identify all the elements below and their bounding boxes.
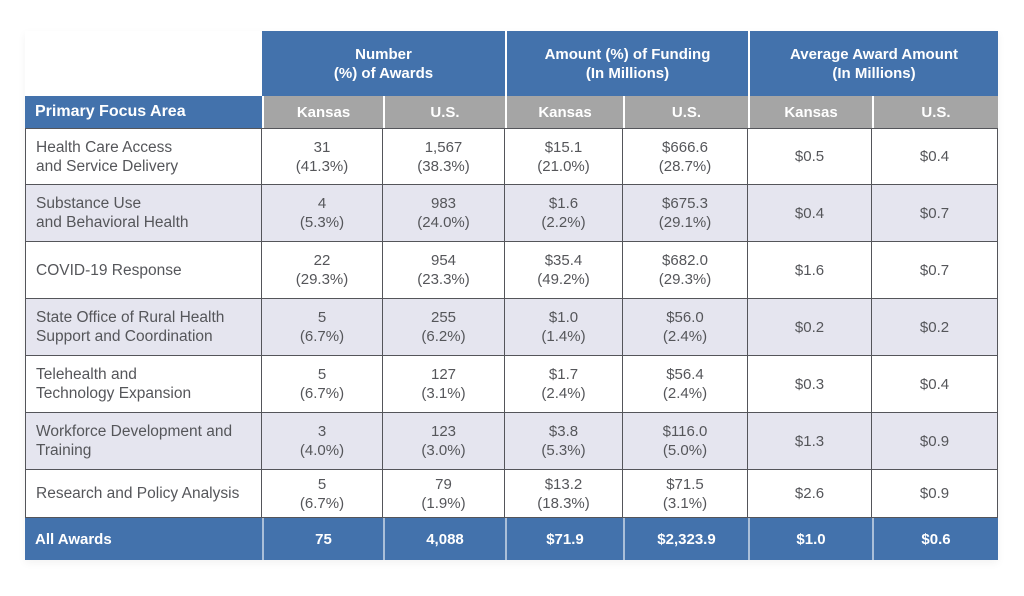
row-label: Telehealth and Technology Expansion bbox=[25, 356, 262, 413]
table-cell: $0.4 bbox=[748, 185, 872, 242]
table-cell: $0.4 bbox=[872, 128, 998, 185]
table-cell: 5 (6.7%) bbox=[262, 299, 383, 356]
table-cell: 22 (29.3%) bbox=[262, 242, 383, 299]
row-label: Workforce Development and Training bbox=[25, 413, 262, 470]
row-label: Research and Policy Analysis bbox=[25, 470, 262, 518]
subheader-average-kansas: Kansas bbox=[748, 96, 872, 128]
table-row: Research and Policy Analysis 5 (6.7%) 79(… bbox=[25, 470, 998, 518]
footer-cell: $1.0 bbox=[748, 518, 872, 560]
table-cell: 255 (6.2%) bbox=[383, 299, 505, 356]
awards-summary-table: Number (%) of Awards Amount (%) of Fundi… bbox=[25, 31, 998, 560]
table-cell: $0.5 bbox=[748, 128, 872, 185]
table-cell: $35.4 (49.2%) bbox=[505, 242, 623, 299]
table-cell: $71.5 (3.1%) bbox=[623, 470, 748, 518]
table-cell: 954 (23.3%) bbox=[383, 242, 505, 299]
table-row: Telehealth and Technology Expansion 5 (6.… bbox=[25, 356, 998, 413]
footer-cell: 75 bbox=[262, 518, 383, 560]
table-cell: $116.0 (5.0%) bbox=[623, 413, 748, 470]
table-cell: $0.9 bbox=[872, 470, 998, 518]
table-row: Workforce Development and Training 3 (4.0… bbox=[25, 413, 998, 470]
row-label: Health Care Access and Service Delivery bbox=[25, 128, 262, 185]
table-row: Health Care Access and Service Delivery … bbox=[25, 128, 998, 185]
row-label: Substance Use and Behavioral Health bbox=[25, 185, 262, 242]
table-cell: $56.4 (2.4%) bbox=[623, 356, 748, 413]
subheader-awards-kansas: Kansas bbox=[262, 96, 383, 128]
table-cell: $682.0 (29.3%) bbox=[623, 242, 748, 299]
subheader-awards-us: U.S. bbox=[383, 96, 505, 128]
table-cell: 3 (4.0%) bbox=[262, 413, 383, 470]
table-cell: $0.9 bbox=[872, 413, 998, 470]
table-cell: 4 (5.3%) bbox=[262, 185, 383, 242]
row-label: State Office of Rural Health Support and… bbox=[25, 299, 262, 356]
subheader-average-us: U.S. bbox=[872, 96, 998, 128]
table-cell: 5 (6.7%) bbox=[262, 470, 383, 518]
table-cell: $0.2 bbox=[872, 299, 998, 356]
table-cell: 5 (6.7%) bbox=[262, 356, 383, 413]
footer-cell: 4,088 bbox=[383, 518, 505, 560]
table-cell: $675.3 (29.1%) bbox=[623, 185, 748, 242]
table-cell: $2.6 bbox=[748, 470, 872, 518]
footer-cell: $2,323.9 bbox=[623, 518, 748, 560]
table-body: Health Care Access and Service Delivery … bbox=[25, 128, 998, 518]
table-cell: $0.4 bbox=[872, 356, 998, 413]
table-cell: 127 (3.1%) bbox=[383, 356, 505, 413]
table-cell: $1.7 (2.4%) bbox=[505, 356, 623, 413]
table-cell: $1.6 bbox=[748, 242, 872, 299]
footer-cell: $71.9 bbox=[505, 518, 623, 560]
subheader-funding-us: U.S. bbox=[623, 96, 748, 128]
table-cell: $0.3 bbox=[748, 356, 872, 413]
table-cell: $1.6 (2.2%) bbox=[505, 185, 623, 242]
group-header-average-award-amount: Average Award Amount (In Millions) bbox=[748, 31, 998, 96]
column-group-header-row: Number (%) of Awards Amount (%) of Fundi… bbox=[25, 31, 998, 96]
table-cell: $0.2 bbox=[748, 299, 872, 356]
table-cell: 123 (3.0%) bbox=[383, 413, 505, 470]
table-cell: $666.6 (28.7%) bbox=[623, 128, 748, 185]
corner-spacer bbox=[25, 31, 262, 96]
table-row: State Office of Rural Health Support and… bbox=[25, 299, 998, 356]
table-cell: $13.2 (18.3%) bbox=[505, 470, 623, 518]
group-header-amount-of-funding: Amount (%) of Funding (In Millions) bbox=[505, 31, 748, 96]
subheader-funding-kansas: Kansas bbox=[505, 96, 623, 128]
row-label: COVID-19 Response bbox=[25, 242, 262, 299]
table-row: Substance Use and Behavioral Health 4 (5.… bbox=[25, 185, 998, 242]
table-cell: $1.0 (1.4%) bbox=[505, 299, 623, 356]
footer-cell: $0.6 bbox=[872, 518, 998, 560]
group-header-number-of-awards: Number (%) of Awards bbox=[262, 31, 505, 96]
table-cell: $56.0 (2.4%) bbox=[623, 299, 748, 356]
table-cell: 1,567 (38.3%) bbox=[383, 128, 505, 185]
primary-focus-area-header: Primary Focus Area bbox=[25, 96, 262, 128]
table-cell: 79 (1.9%) bbox=[383, 470, 505, 518]
totals-row: All Awards 75 4,088 $71.9 $2,323.9 $1.0 … bbox=[25, 518, 998, 560]
table-cell: 31 (41.3%) bbox=[262, 128, 383, 185]
table-cell: $0.7 bbox=[872, 185, 998, 242]
sub-header-row: Primary Focus Area Kansas U.S. Kansas U.… bbox=[25, 96, 998, 128]
table-cell: $0.7 bbox=[872, 242, 998, 299]
table-cell: 983 (24.0%) bbox=[383, 185, 505, 242]
totals-label: All Awards bbox=[25, 518, 262, 560]
table-row: COVID-19 Response 22 (29.3%) 954 (23.3%) $… bbox=[25, 242, 998, 299]
table-cell: $1.3 bbox=[748, 413, 872, 470]
table-cell: $15.1 (21.0%) bbox=[505, 128, 623, 185]
table-cell: $3.8 (5.3%) bbox=[505, 413, 623, 470]
